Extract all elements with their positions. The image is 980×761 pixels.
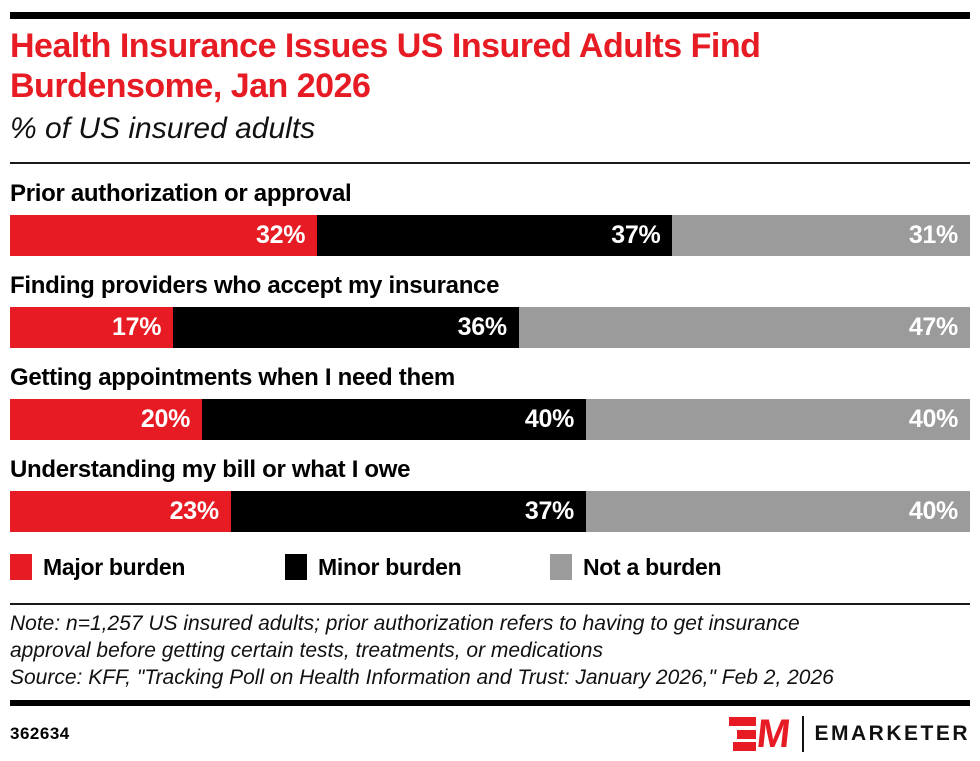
page-subtitle: % of US insured adults — [10, 112, 316, 145]
chart-source: Source: KFF, "Tracking Poll on Health In… — [10, 666, 834, 689]
logo-divider — [802, 716, 805, 752]
bar-value-label: 40% — [524, 405, 574, 433]
legend-swatch-minor-burden — [285, 554, 307, 580]
legend-item-minor-burden: Minor burden — [285, 554, 550, 581]
stacked-bar: 32% 37% 31% — [10, 215, 970, 256]
bar-row: Prior authorization or approval 32% 37% 31% — [10, 180, 970, 256]
legend-label: Minor burden — [318, 553, 462, 580]
category-label: Getting appointments when I need them — [10, 364, 455, 391]
note-divider — [10, 603, 970, 605]
bar-value-label: 20% — [140, 405, 190, 433]
bar-segment-not-a-burden: 31% — [672, 215, 970, 256]
bar-row: Finding providers who accept my insuranc… — [10, 272, 970, 348]
em-e-icon — [729, 717, 757, 751]
bar-value-label: 40% — [908, 497, 958, 525]
bar-segment-not-a-burden: 47% — [518, 307, 970, 348]
bar-row: Understanding my bill or what I owe 23% 37… — [10, 456, 970, 532]
page-title: Health Insurance Issues US Insured Adult… — [10, 26, 970, 106]
bar-value-label: 37% — [611, 221, 661, 249]
header-divider — [10, 162, 970, 164]
bar-segment-major-burden: 17% — [10, 307, 174, 348]
bar-value-label: 36% — [457, 313, 507, 341]
legend-swatch-not-a-burden — [550, 554, 572, 580]
emarketer-wordmark: EMARKETER — [814, 722, 970, 745]
footer-rule-bar — [10, 700, 970, 706]
bar-segment-major-burden: 32% — [10, 215, 318, 256]
bar-segment-not-a-burden: 40% — [586, 399, 970, 440]
stacked-bar: 23% 37% 40% — [10, 491, 970, 532]
page-title-line-1: Health Insurance Issues US Insured Adult… — [10, 27, 761, 65]
bar-segment-not-a-burden: 40% — [585, 491, 970, 532]
em-m-icon: M — [754, 712, 793, 756]
chart-page: Health Insurance Issues US Insured Adult… — [0, 12, 980, 761]
bar-value-label: 23% — [169, 497, 219, 525]
legend-item-major-burden: Major burden — [10, 554, 285, 581]
chart-note-line-1: Note: n=1,257 US insured adults; prior a… — [10, 612, 800, 635]
bar-value-label: 31% — [908, 221, 958, 249]
em-monogram-icon: M — [729, 712, 793, 756]
footnotes: Note: n=1,257 US insured adults; prior a… — [10, 610, 970, 691]
bar-row: Getting appointments when I need them 20%… — [10, 364, 970, 440]
bar-value-label: 37% — [524, 497, 574, 525]
chart-id: 362634 — [10, 724, 70, 743]
category-label: Finding providers who accept my insuranc… — [10, 272, 500, 299]
chart-note-line-2: approval before getting certain tests, t… — [10, 639, 603, 662]
bar-segment-minor-burden: 37% — [230, 491, 586, 532]
stacked-bar: 20% 40% 40% — [10, 399, 970, 440]
bar-segment-minor-burden: 36% — [173, 307, 519, 348]
bar-segment-minor-burden: 37% — [317, 215, 673, 256]
page-title-line-2: Burdensome, Jan 2026 — [10, 67, 371, 105]
bar-value-label: 47% — [908, 313, 958, 341]
bar-segment-major-burden: 20% — [10, 399, 202, 440]
legend-label: Major burden — [43, 553, 186, 580]
legend: Major burden Minor burden Not a burden — [10, 553, 970, 581]
top-rule-bar — [10, 12, 970, 19]
bar-value-label: 40% — [908, 405, 958, 433]
legend-label: Not a burden — [583, 553, 722, 580]
bar-chart: Prior authorization or approval 32% 37% 31%… — [10, 180, 970, 532]
stacked-bar: 17% 36% 47% — [10, 307, 970, 348]
category-label: Prior authorization or approval — [10, 180, 352, 207]
footer: 362634 M EMARKETER — [10, 712, 970, 756]
bar-segment-major-burden: 23% — [10, 491, 231, 532]
emarketer-logo: M EMARKETER — [729, 712, 970, 756]
legend-item-not-a-burden: Not a burden — [550, 553, 722, 581]
category-label: Understanding my bill or what I owe — [10, 456, 411, 483]
bar-segment-minor-burden: 40% — [202, 399, 586, 440]
bar-value-label: 17% — [112, 313, 162, 341]
bar-value-label: 32% — [256, 221, 306, 249]
legend-swatch-major-burden — [10, 554, 32, 580]
